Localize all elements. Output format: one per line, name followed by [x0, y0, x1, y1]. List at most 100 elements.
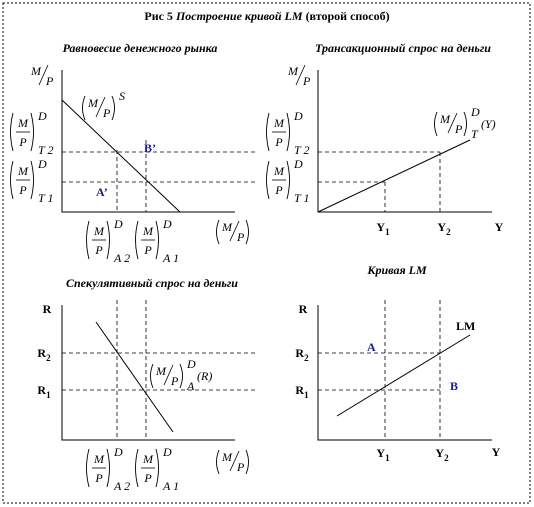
math-label: MPD A 2 — [86, 217, 130, 265]
paren — [266, 112, 270, 152]
subscript: T 2 — [294, 143, 309, 157]
denominator: P — [102, 106, 111, 120]
subscript: A — [186, 379, 195, 393]
axis-level-label: R1 — [295, 383, 309, 400]
paren — [434, 111, 438, 137]
numerator: M — [142, 452, 154, 466]
denominator: P — [302, 74, 311, 88]
axis-level-label: R2 — [295, 346, 309, 363]
curve-label: LM — [456, 319, 475, 333]
math-label: MP — [216, 219, 249, 245]
speculative-demand-line — [95, 321, 174, 433]
paren — [135, 220, 139, 260]
axes — [317, 305, 492, 441]
numerator: M — [93, 452, 105, 466]
denominator: P — [94, 471, 103, 485]
axis-level-label: Y2 — [437, 220, 451, 237]
subscript: A 2 — [113, 251, 130, 265]
label-subscript: 1 — [46, 390, 51, 400]
denominator: P — [143, 471, 152, 485]
denominator: P — [45, 74, 54, 88]
slash — [447, 112, 458, 134]
paren — [30, 112, 34, 152]
math-label: MPD T 1 — [266, 157, 309, 205]
paren — [245, 219, 249, 245]
slash — [229, 220, 240, 242]
paren — [286, 160, 290, 200]
paren — [286, 112, 290, 152]
figure-note: (второй способ) — [306, 9, 390, 23]
label-base: Y — [376, 220, 385, 234]
point-label: A — [367, 340, 376, 354]
paren — [10, 160, 14, 200]
panel-title: Кривая LM — [366, 263, 427, 277]
axis-level-label: Y2 — [435, 446, 449, 463]
paren — [216, 219, 220, 245]
denominator: P — [143, 243, 152, 257]
paren — [150, 363, 154, 389]
label-base: Y — [435, 446, 444, 460]
denominator: P — [94, 243, 103, 257]
paren — [266, 160, 270, 200]
paren — [30, 160, 34, 200]
axis-level-label: Y1 — [376, 446, 390, 463]
label-base: R — [295, 383, 304, 397]
denominator: P — [18, 135, 27, 149]
math-label: MPD T 1 — [10, 157, 53, 205]
denominator: P — [170, 374, 179, 388]
slash — [163, 364, 174, 386]
superscript: D — [293, 157, 303, 171]
math-label: MPD T 2 — [266, 109, 309, 157]
slash — [95, 96, 106, 118]
superscript: D — [113, 217, 123, 231]
numerator: M — [17, 164, 29, 178]
panel-title: Трансакционный спрос на деньги — [315, 41, 491, 55]
denominator: P — [236, 460, 245, 474]
axes — [61, 305, 235, 441]
paren — [155, 448, 159, 488]
numerator: M — [221, 220, 233, 234]
subscript: T 1 — [294, 191, 309, 205]
denominator: P — [18, 183, 27, 197]
label-subscript: 2 — [444, 453, 449, 463]
figure-title: Рис 5 Построение кривой LM (второй спосо… — [144, 9, 389, 23]
label-base: R — [37, 383, 46, 397]
axis-level-label: R1 — [37, 383, 51, 400]
superscript: D — [470, 105, 480, 119]
argument: (R) — [197, 369, 212, 383]
label-subscript: 2 — [46, 353, 51, 363]
lm-line — [336, 334, 471, 417]
point-label: B’ — [144, 141, 156, 155]
paren — [216, 449, 220, 475]
superscript: D — [162, 217, 172, 231]
superscript: D — [162, 445, 172, 459]
math-label: MP — [287, 64, 311, 88]
paren — [155, 220, 159, 260]
point-label: B — [450, 379, 458, 393]
math-label: MPD A 1 — [135, 445, 179, 493]
paren — [10, 112, 14, 152]
subscript: A 1 — [162, 251, 179, 265]
label-base: R — [295, 346, 304, 360]
numerator: M — [93, 224, 105, 238]
supply-line — [61, 99, 181, 213]
figure-main: Построение кривой LM — [175, 9, 303, 23]
numerator: M — [439, 112, 451, 126]
subscript: T 1 — [38, 191, 53, 205]
subscript: T 2 — [38, 143, 53, 157]
denominator: P — [274, 135, 283, 149]
label-subscript: 2 — [304, 353, 309, 363]
paren — [86, 220, 90, 260]
point-label: A’ — [96, 185, 108, 199]
math-label: MPD A 1 — [135, 217, 179, 265]
subscript: A 2 — [113, 479, 130, 493]
paren — [135, 448, 139, 488]
transaction-demand-line — [317, 139, 471, 213]
numerator: M — [142, 224, 154, 238]
label-base: Y — [376, 446, 385, 460]
axis-label: R — [43, 302, 52, 316]
subscript: T — [471, 127, 479, 141]
numerator: M — [221, 450, 233, 464]
